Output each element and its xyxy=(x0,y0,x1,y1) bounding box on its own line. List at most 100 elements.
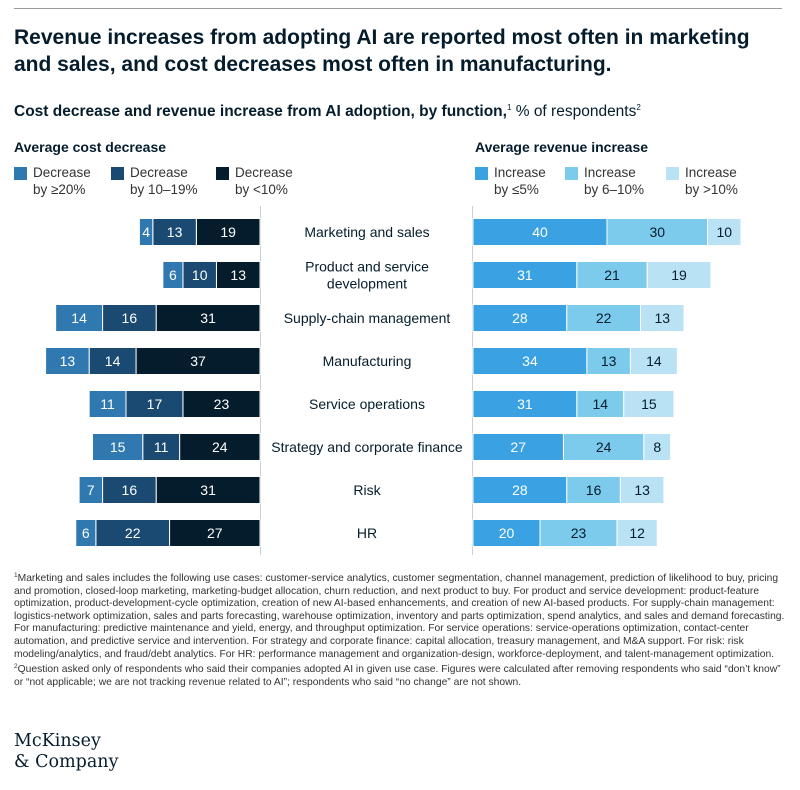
category-label: Strategy and corporate finance xyxy=(271,439,463,455)
data-label-cost-10-19: 14 xyxy=(105,353,121,369)
bar-cost-ge20 xyxy=(75,519,97,547)
legend-swatch xyxy=(475,167,488,180)
bar-cost-10-19 xyxy=(182,261,217,289)
bar-cost-10-19 xyxy=(125,390,184,418)
data-label-cost-ge20: 13 xyxy=(60,353,76,369)
bar-rev-le5 xyxy=(472,433,564,461)
data-label-cost-10-19: 11 xyxy=(154,439,169,455)
footnotes: 1Marketing and sales includes the follow… xyxy=(14,570,786,689)
data-label-cost-10-19: 16 xyxy=(122,482,138,498)
bar-rev-gt10 xyxy=(616,519,658,547)
legend-label: Increase by 6–10% xyxy=(584,165,645,197)
cost-panel-header: Average cost decrease xyxy=(14,139,167,155)
category-label-line: development xyxy=(327,276,407,292)
bar-rev-6-10 xyxy=(566,304,641,332)
bar-rev-6-10 xyxy=(606,218,708,246)
data-label-rev-gt10: 13 xyxy=(654,310,670,326)
footnote-marker: 1 xyxy=(14,572,18,579)
data-label-rev-gt10: 14 xyxy=(646,353,662,369)
bar-cost-ge20 xyxy=(162,261,184,289)
category-label-line: Service operations xyxy=(309,396,425,412)
data-label-cost-ge20: 15 xyxy=(110,439,126,455)
subtitle-footnote-ref-1: 1 xyxy=(506,103,512,112)
bar-rev-le5 xyxy=(472,390,578,418)
revenue-panel-header: Average revenue increase xyxy=(475,139,649,155)
category-label-line: Supply-chain management xyxy=(284,310,451,326)
bar-rev-le5 xyxy=(472,519,541,547)
data-label-rev-gt10: 8 xyxy=(653,439,661,455)
category-label: Product and service development xyxy=(305,259,429,292)
bar-rev-6-10 xyxy=(576,390,625,418)
data-label-cost-lt10: 31 xyxy=(200,482,216,498)
data-label-rev-6-10: 23 xyxy=(571,525,587,541)
legend-rev-le5: Increase by ≤5% xyxy=(475,164,546,198)
data-label-rev-gt10: 13 xyxy=(634,482,650,498)
bar-cost-lt10 xyxy=(215,261,261,289)
data-label-rev-6-10: 13 xyxy=(601,353,617,369)
footnote-2: 2Question asked only of respondents who … xyxy=(14,661,786,689)
data-label-cost-lt10: 24 xyxy=(212,439,228,455)
category-label-line: HR xyxy=(357,525,377,541)
bar-cost-lt10 xyxy=(182,390,261,418)
bar-cost-ge20 xyxy=(45,347,90,375)
legend-swatch xyxy=(14,167,27,180)
category-label: Service operations xyxy=(309,396,425,412)
data-label-cost-ge20: 14 xyxy=(71,310,87,326)
bar-rev-le5 xyxy=(472,347,588,375)
data-label-rev-le5: 27 xyxy=(510,439,526,455)
category-label: Marketing and sales xyxy=(304,224,429,240)
bar-rev-6-10 xyxy=(539,519,618,547)
bar-rev-gt10 xyxy=(629,347,678,375)
bar-cost-10-19 xyxy=(88,347,137,375)
category-label: Manufacturing xyxy=(323,353,412,369)
category-label: HR xyxy=(357,525,377,541)
bar-rev-gt10 xyxy=(623,390,675,418)
footnote-text: Question asked only of respondents who s… xyxy=(14,664,781,688)
data-label-rev-6-10: 24 xyxy=(596,439,612,455)
bar-rev-le5 xyxy=(472,261,578,289)
data-label-rev-6-10: 14 xyxy=(593,396,609,412)
category-label-line: Marketing and sales xyxy=(304,224,429,240)
bar-cost-ge20 xyxy=(88,390,127,418)
legend-label: Decrease by <10% xyxy=(235,165,293,197)
bar-rev-gt10 xyxy=(643,433,672,461)
legend-swatch xyxy=(666,167,679,180)
legend-label: Decrease by 10–19% xyxy=(130,165,198,197)
data-label-cost-ge20: 6 xyxy=(82,525,90,541)
data-label-rev-gt10: 10 xyxy=(716,224,732,240)
footnote-marker: 2 xyxy=(14,663,18,671)
bar-cost-ge20 xyxy=(138,218,154,246)
bar-cost-ge20 xyxy=(92,433,144,461)
chart-title: Revenue increases from adopting AI are r… xyxy=(14,26,750,76)
data-label-cost-10-19: 10 xyxy=(192,267,208,283)
data-label-cost-ge20: 11 xyxy=(100,396,115,412)
subtitle-unit: % of respondents xyxy=(511,103,637,120)
data-label-cost-ge20: 7 xyxy=(87,482,95,498)
data-label-cost-lt10: 37 xyxy=(190,353,206,369)
legend-label: Increase by >10% xyxy=(685,165,738,197)
bar-rev-gt10 xyxy=(640,304,685,332)
data-label-cost-ge20: 4 xyxy=(142,224,150,240)
top-rule xyxy=(14,8,782,9)
data-label-rev-gt10: 12 xyxy=(629,525,645,541)
legend-swatch xyxy=(565,167,578,180)
bar-rev-6-10 xyxy=(576,261,648,289)
category-label-line: Strategy and corporate finance xyxy=(271,439,463,455)
data-label-rev-gt10: 19 xyxy=(671,267,687,283)
bar-cost-10-19 xyxy=(102,476,157,504)
data-label-rev-le5: 28 xyxy=(512,310,528,326)
bar-cost-ge20 xyxy=(78,476,104,504)
bar-rev-gt10 xyxy=(707,218,742,246)
category-label-line: Product and service xyxy=(305,259,429,275)
legend-rev-6-10: Increase by 6–10% xyxy=(565,164,644,198)
data-label-cost-ge20: 6 xyxy=(169,267,177,283)
data-label-cost-lt10: 19 xyxy=(220,224,236,240)
category-label-line: Manufacturing xyxy=(323,353,412,369)
footnote-text: Marketing and sales includes the followi… xyxy=(14,573,785,660)
data-label-cost-10-19: 13 xyxy=(167,224,183,240)
bar-rev-le5 xyxy=(472,218,608,246)
data-label-cost-10-19: 16 xyxy=(122,310,138,326)
bar-cost-lt10 xyxy=(155,304,261,332)
bar-rev-le5 xyxy=(472,476,568,504)
